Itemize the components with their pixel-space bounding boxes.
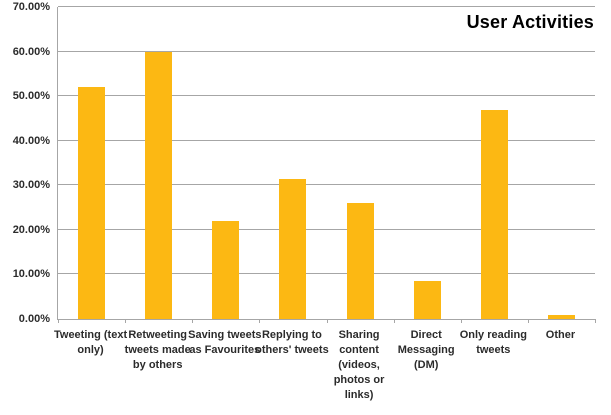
x-category-label: Retweeting tweets made by others [124, 329, 191, 371]
gridline-60 [58, 50, 595, 52]
bar-3 [212, 220, 240, 319]
gridline-70 [58, 6, 595, 7]
x-category-label: Replying to others' tweets [255, 329, 329, 356]
bar-7 [480, 109, 508, 319]
x-category-label: Other [545, 329, 576, 341]
x-axis-tick [595, 319, 596, 323]
gridline-10 [58, 273, 595, 275]
bar-1 [78, 87, 106, 319]
x-category-label: Direct Messaging (DM) [397, 329, 455, 371]
y-tick-label: 30.00% [12, 179, 50, 192]
x-axis-tick [58, 319, 59, 323]
gridline-30 [58, 184, 595, 186]
x-axis-tick [326, 319, 328, 323]
bar-8 [547, 314, 575, 319]
y-tick-label: 20.00% [12, 223, 50, 236]
bar-5 [346, 203, 374, 319]
gridline-50 [58, 95, 595, 97]
x-category-label: Tweeting (text only) [53, 329, 128, 356]
x-category-label: Saving tweets as Favourites [188, 329, 262, 356]
y-tick-label: 60.00% [12, 45, 50, 58]
x-axis-tick [460, 319, 462, 323]
y-tick-label: 70.00% [12, 1, 50, 13]
y-tick-label: 50.00% [12, 90, 50, 103]
x-axis-tick [393, 319, 395, 323]
bar-2 [145, 51, 173, 319]
gridline-40 [58, 139, 595, 141]
x-axis-tick [192, 319, 194, 323]
bar-4 [279, 178, 307, 319]
x-category-label: Sharing content (videos, photos or links… [333, 329, 385, 401]
x-category-label: Only reading tweets [459, 329, 527, 356]
x-axis-tick [259, 319, 261, 323]
plot-area [57, 6, 596, 323]
gridline-20 [58, 228, 595, 230]
y-tick-label: 0.00% [18, 313, 50, 325]
bar-6 [413, 281, 441, 319]
y-tick-label: 40.00% [12, 134, 50, 147]
x-axis-tick [125, 319, 127, 323]
chart-title: User Activities [466, 12, 594, 32]
y-tick-label: 10.00% [12, 268, 50, 281]
x-axis-tick [527, 319, 529, 323]
